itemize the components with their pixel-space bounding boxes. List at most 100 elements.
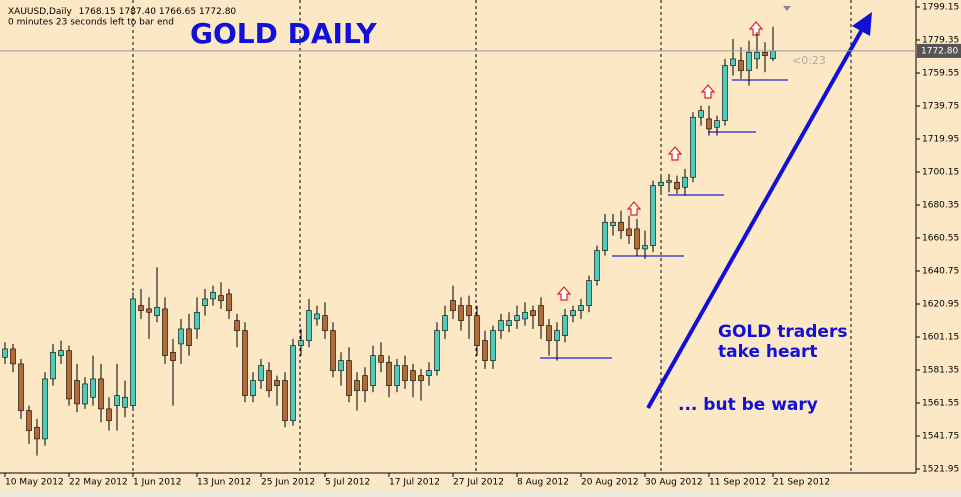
candle-body: [450, 300, 456, 311]
candle-body: [530, 310, 536, 316]
last-price-box: [917, 43, 961, 58]
candle-body: [418, 375, 424, 381]
candle-body: [754, 51, 760, 60]
x-tick-label: 1 Jun 2012: [133, 478, 181, 488]
x-tick-label: 27 Jul 2012: [453, 478, 504, 488]
candle-body: [234, 320, 240, 331]
candle-body: [682, 176, 688, 188]
candle-body: [346, 360, 352, 396]
up-arrow: [626, 201, 642, 216]
candle-body: [210, 291, 216, 300]
candle-body: [714, 120, 720, 128]
candle-body: [154, 306, 160, 316]
candle-body: [506, 320, 512, 326]
x-tick-label: 21 Sep 2012: [773, 478, 830, 488]
candle-body: [730, 58, 736, 66]
candle-body: [178, 328, 184, 345]
candle-body: [274, 380, 280, 386]
candle-body: [106, 408, 112, 421]
x-tick-label: 22 May 2012: [69, 478, 128, 488]
y-tick-label: 1660.55: [922, 234, 959, 244]
candle-body: [402, 365, 408, 381]
tab-bar: [0, 489, 961, 497]
trend-line: [646, 25, 866, 409]
candle-body: [42, 378, 48, 440]
candle-body: [706, 118, 712, 130]
candle-body: [546, 325, 552, 341]
candle-body: [666, 180, 672, 183]
candle-body: [586, 280, 592, 306]
candle-body: [474, 315, 480, 346]
candle-body: [602, 221, 608, 251]
candle-body: [674, 181, 680, 190]
up-arrow: [748, 21, 764, 36]
candle-body: [258, 365, 264, 381]
candle-body: [58, 350, 64, 356]
candle-body: [410, 370, 416, 381]
candle-body: [490, 330, 496, 361]
candle-body: [570, 310, 576, 316]
bar-timer: <0:23: [792, 54, 826, 67]
countdown: 0 minutes 23 seconds left to bar end: [8, 18, 174, 28]
candle-body: [338, 360, 344, 371]
x-tick-label: 17 Jul 2012: [389, 478, 440, 488]
candle-body: [82, 383, 88, 405]
y-tick-label: 1719.95: [922, 135, 959, 145]
candles: [2, 26, 776, 456]
candle-body: [66, 350, 72, 400]
candle-body: [34, 426, 40, 440]
trend-arrowhead: [852, 12, 872, 36]
candle-body: [594, 250, 600, 281]
candle-body: [218, 295, 224, 301]
candle-body: [170, 351, 176, 361]
last-price-label: 1772.80: [921, 46, 958, 56]
candle-body: [738, 60, 744, 71]
candle-body: [562, 315, 568, 336]
candle-body: [186, 328, 192, 346]
candle-body: [122, 396, 128, 408]
candle-body: [690, 116, 696, 178]
y-tick-label: 1759.55: [922, 69, 959, 79]
candle-body: [386, 361, 392, 386]
y-tick-label: 1779.35: [922, 36, 959, 46]
candle-body: [498, 320, 504, 331]
candle-body: [242, 330, 248, 396]
y-tick-label: 1581.35: [922, 366, 959, 376]
candle-body: [610, 221, 616, 226]
annotation: ... but be wary: [678, 395, 818, 415]
candle-body: [658, 181, 664, 186]
symbol: XAUUSD,Daily: [8, 7, 72, 17]
high-value: 1787.40: [119, 7, 156, 17]
y-tick-label: 1700.15: [922, 168, 959, 178]
x-tick-label: 8 Aug 2012: [517, 478, 569, 488]
candle-body: [306, 310, 312, 341]
candle-body: [722, 65, 728, 121]
candle-body: [194, 311, 200, 330]
candle-body: [138, 305, 144, 311]
candle-body: [74, 380, 80, 405]
candle-body: [642, 245, 648, 250]
y-tick-label: 1561.55: [922, 399, 959, 409]
candle-body: [698, 110, 704, 118]
candle-body: [290, 345, 296, 421]
x-tick-label: 5 Jul 2012: [325, 478, 370, 488]
candle-body: [434, 330, 440, 371]
candle-body: [466, 305, 472, 316]
candle-body: [426, 370, 432, 376]
candle-body: [266, 370, 272, 391]
up-arrows: [556, 21, 764, 301]
y-tick-label: 1541.75: [922, 432, 959, 442]
candle-body: [90, 378, 96, 398]
candle-body: [282, 380, 288, 421]
candle-body: [10, 348, 16, 365]
candle-body: [770, 50, 776, 59]
y-tick-label: 1521.95: [922, 465, 959, 475]
candle-body: [50, 351, 56, 380]
candle-body: [634, 228, 640, 250]
chart-title: GOLD DAILY: [190, 17, 377, 50]
y-tick-label: 1640.75: [922, 267, 959, 277]
candle-body: [18, 363, 24, 411]
up-arrow: [556, 286, 572, 301]
